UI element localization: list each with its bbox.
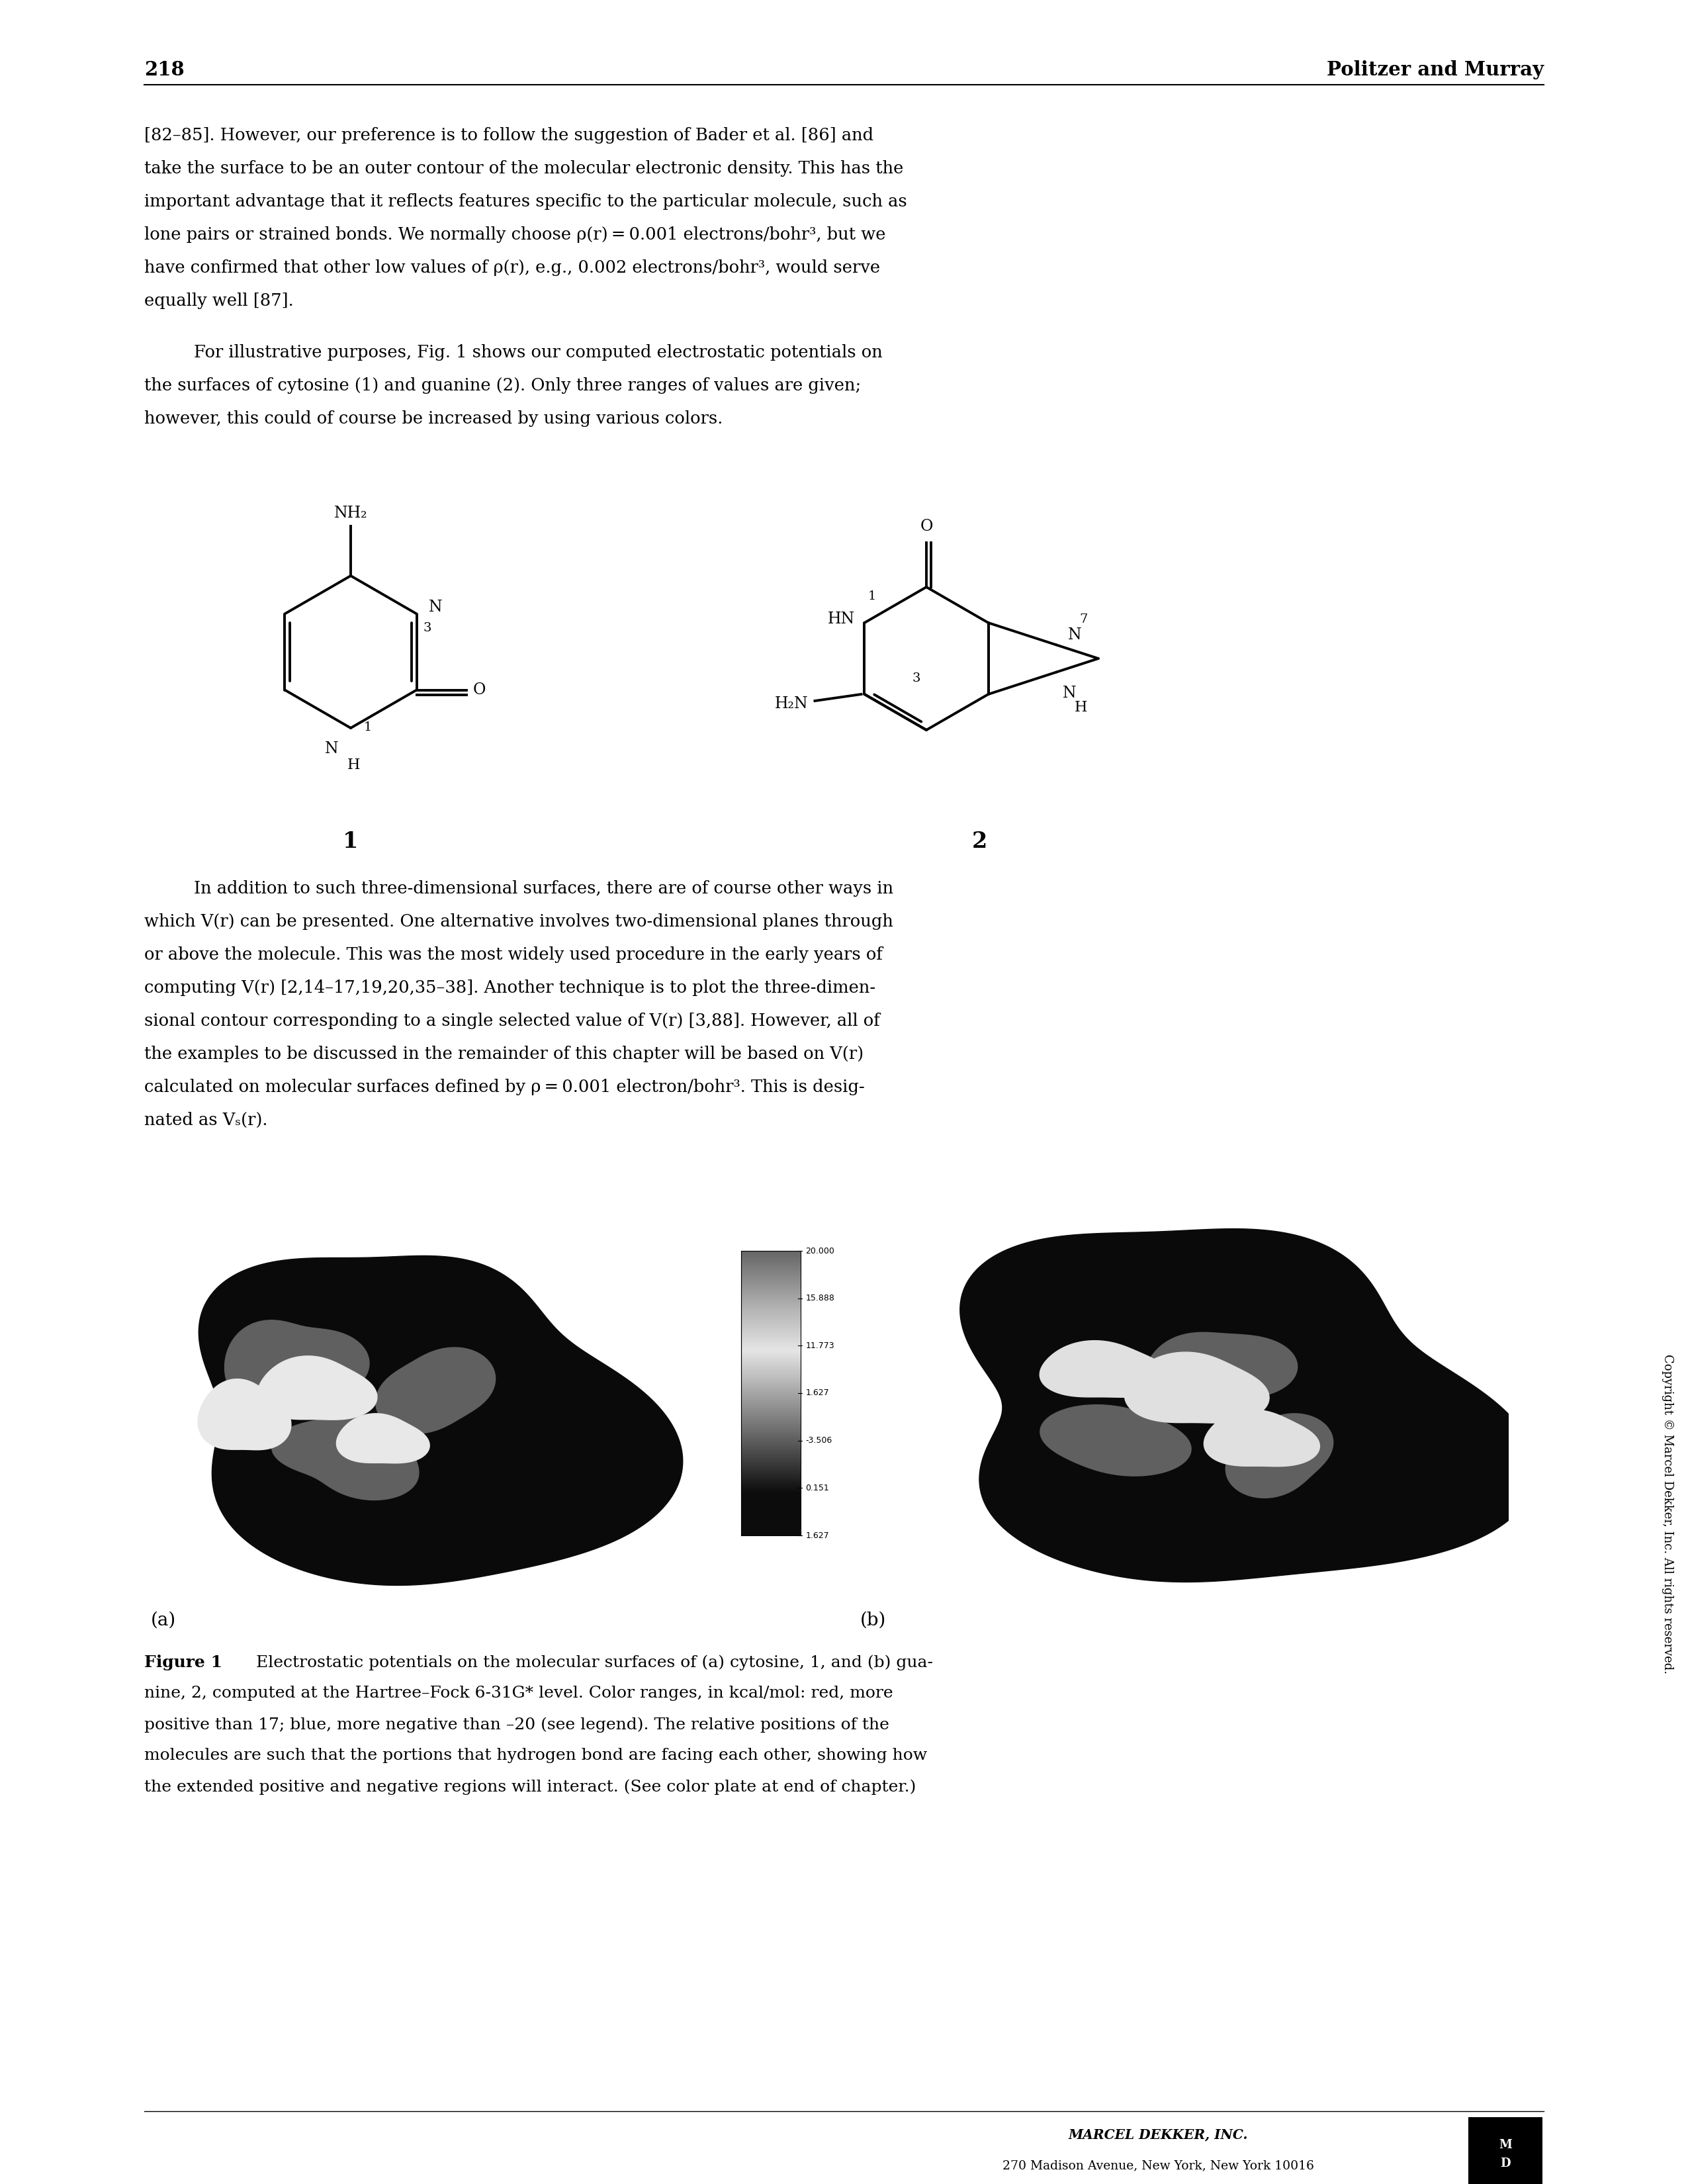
Text: 1.627: 1.627: [805, 1531, 829, 1540]
Text: nine, 2, computed at the Hartree–Fock 6-31G* level. Color ranges, in kcal/mol: r: nine, 2, computed at the Hartree–Fock 6-…: [143, 1686, 893, 1701]
Text: however, this could of course be increased by using various colors.: however, this could of course be increas…: [143, 411, 722, 426]
Text: lone pairs or strained bonds. We normally choose ρ(r) = 0.001 electrons/bohr³, b: lone pairs or strained bonds. We normall…: [143, 227, 886, 242]
Text: N: N: [1063, 686, 1077, 701]
Polygon shape: [1040, 1341, 1170, 1398]
Text: 270 Madison Avenue, New York, New York 10016: 270 Madison Avenue, New York, New York 1…: [1003, 2160, 1313, 2171]
Text: 2: 2: [972, 830, 987, 852]
Text: [82–85]. However, our preference is to follow the suggestion of Bader et al. [86: [82–85]. However, our preference is to f…: [143, 127, 873, 144]
Text: H₂N: H₂N: [775, 697, 809, 712]
Text: the extended positive and negative regions will interact. (See color plate at en: the extended positive and negative regio…: [143, 1780, 917, 1795]
Text: Figure 1: Figure 1: [143, 1655, 223, 1671]
Text: (b): (b): [861, 1612, 886, 1629]
Text: D: D: [1501, 2158, 1511, 2169]
Text: 3: 3: [912, 673, 920, 684]
Polygon shape: [1143, 1332, 1298, 1415]
Text: nated as Vₛ(r).: nated as Vₛ(r).: [143, 1112, 268, 1129]
Text: equally well [87].: equally well [87].: [143, 293, 294, 310]
Text: N: N: [429, 601, 442, 616]
Polygon shape: [336, 1413, 429, 1463]
Text: 7: 7: [1079, 614, 1087, 625]
Text: For illustrative purposes, Fig. 1 shows our computed electrostatic potentials on: For illustrative purposes, Fig. 1 shows …: [194, 345, 883, 360]
Text: which V(r) can be presented. One alternative involves two-dimensional planes thr: which V(r) can be presented. One alterna…: [143, 913, 893, 930]
Text: or above the molecule. This was the most widely used procedure in the early year: or above the molecule. This was the most…: [143, 946, 883, 963]
Text: NH₂: NH₂: [334, 507, 368, 520]
Text: molecules are such that the portions that hydrogen bond are facing each other, s: molecules are such that the portions tha…: [143, 1747, 927, 1762]
Text: MARCEL DEKKER, INC.: MARCEL DEKKER, INC.: [1069, 2127, 1247, 2140]
Text: 1: 1: [868, 590, 876, 603]
Text: 20.000: 20.000: [805, 1247, 834, 1256]
Polygon shape: [272, 1417, 419, 1500]
Polygon shape: [376, 1348, 495, 1433]
Polygon shape: [197, 1378, 290, 1450]
Polygon shape: [1204, 1409, 1320, 1465]
Polygon shape: [1124, 1352, 1269, 1424]
Polygon shape: [199, 1256, 682, 1586]
Text: 218: 218: [143, 59, 184, 79]
Text: take the surface to be an outer contour of the molecular electronic density. Thi: take the surface to be an outer contour …: [143, 159, 903, 177]
Polygon shape: [1040, 1404, 1192, 1476]
Text: (a): (a): [150, 1612, 176, 1629]
Polygon shape: [225, 1319, 370, 1409]
Text: have confirmed that other low values of ρ(r), e.g., 0.002 electrons/bohr³, would: have confirmed that other low values of …: [143, 260, 879, 275]
Text: 0.151: 0.151: [805, 1483, 829, 1492]
Text: O: O: [920, 520, 933, 535]
Bar: [1469, 2118, 1541, 2184]
Text: 15.888: 15.888: [805, 1293, 834, 1302]
Text: H: H: [348, 758, 360, 773]
Polygon shape: [257, 1356, 376, 1420]
Text: calculated on molecular surfaces defined by ρ = 0.001 electron/bohr³. This is de: calculated on molecular surfaces defined…: [143, 1079, 864, 1096]
Text: 1.627: 1.627: [805, 1389, 829, 1398]
Text: H: H: [1075, 699, 1087, 714]
Text: -3.506: -3.506: [805, 1437, 832, 1446]
Text: Politzer and Murray: Politzer and Murray: [1327, 59, 1545, 79]
Text: 3: 3: [424, 622, 432, 633]
Polygon shape: [1225, 1413, 1334, 1498]
Text: 1: 1: [365, 721, 371, 734]
Text: positive than 17; blue, more negative than –20 (see legend). The relative positi: positive than 17; blue, more negative th…: [143, 1717, 890, 1732]
Text: In addition to such three-dimensional surfaces, there are of course other ways i: In addition to such three-dimensional su…: [194, 880, 893, 898]
Text: Copyright © Marcel Dekker, Inc. All rights reserved.: Copyright © Marcel Dekker, Inc. All righ…: [1661, 1354, 1673, 1673]
Text: computing V(r) [2,14–17,19,20,35–38]. Another technique is to plot the three-dim: computing V(r) [2,14–17,19,20,35–38]. An…: [143, 978, 876, 996]
Text: Electrostatic potentials on the molecular surfaces of (a) cytosine, 1, and (b) g: Electrostatic potentials on the molecula…: [240, 1655, 933, 1671]
Text: 11.773: 11.773: [805, 1341, 834, 1350]
Text: 1: 1: [343, 830, 358, 852]
Text: sional contour corresponding to a single selected value of V(r) [3,88]. However,: sional contour corresponding to a single…: [143, 1013, 879, 1029]
Text: N: N: [326, 740, 339, 756]
Text: the examples to be discussed in the remainder of this chapter will be based on V: the examples to be discussed in the rema…: [143, 1046, 864, 1061]
Text: M: M: [1499, 2138, 1512, 2151]
Text: HN: HN: [827, 612, 854, 627]
Text: the surfaces of cytosine (1) and guanine (2). Only three ranges of values are gi: the surfaces of cytosine (1) and guanine…: [143, 378, 861, 393]
Text: N: N: [1069, 627, 1082, 642]
Text: important advantage that it reflects features specific to the particular molecul: important advantage that it reflects fea…: [143, 192, 906, 210]
Polygon shape: [960, 1230, 1536, 1581]
Text: O: O: [473, 681, 486, 697]
